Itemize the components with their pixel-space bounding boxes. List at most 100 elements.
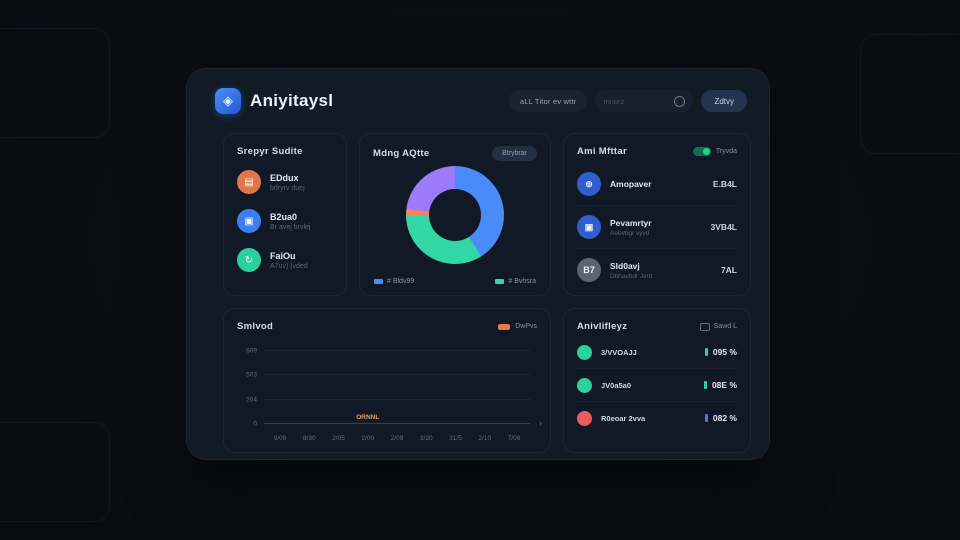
x-axis-tick: 8/30	[302, 435, 316, 442]
table-row[interactable]: 3/VVOAJJ 095 %	[577, 336, 737, 368]
trend-tick-icon	[704, 381, 707, 389]
source-label: EDdux	[270, 172, 299, 183]
status-dot	[577, 377, 592, 393]
y-axis-tick: 204	[246, 396, 257, 404]
donut-title: Mdng AQtte	[373, 148, 430, 159]
decor-outline	[0, 422, 110, 522]
monitor-label: Sld0avj	[610, 260, 640, 271]
filter-pill[interactable]: aLL Titor ev wttr	[508, 90, 588, 112]
bar-chart-title: Smlvod	[237, 321, 274, 332]
source-subtitle: brlryrv duej	[270, 184, 305, 192]
refresh-icon: ↻	[237, 248, 261, 272]
source-subtitle: A7uv) (vded	[270, 262, 308, 270]
source-label: B2ua0	[270, 211, 298, 222]
monitor-subtitle: Aebvbgr vyvd	[610, 229, 650, 237]
action-button[interactable]: Zdtvy	[701, 90, 747, 112]
source-subtitle: Br avej brvlej	[270, 223, 311, 231]
card-icon: ▤	[237, 170, 261, 194]
legend-label: DwPvs	[515, 323, 537, 330]
legend-item: # Bldv99	[374, 278, 414, 285]
gridline	[264, 398, 530, 400]
donut-panel: Mdng AQtte Btrybrar # Bldv99 # Bvhsra	[359, 133, 551, 296]
list-item[interactable]: ▤ EDdux brlryrv duej	[237, 170, 333, 194]
app-title: Aniyitaysl	[250, 91, 334, 110]
legend-item: # Bvhsra	[495, 278, 536, 285]
search-icon[interactable]	[674, 95, 686, 107]
x-axis-tick: 2/10	[478, 435, 492, 442]
bar-annotation: ORNNL	[356, 414, 380, 421]
legend-swatch	[374, 279, 383, 284]
monitor-value: 3VB4L	[710, 222, 737, 232]
stat-label: R0eoar 2vva	[601, 413, 646, 423]
gridline	[264, 374, 530, 376]
legend-swatch	[498, 323, 511, 330]
table-row[interactable]: B7 Sld0avj Dbhavbdr Jvrd 7AL	[577, 248, 737, 291]
table-row[interactable]: ▣ Pevamrtyr Aebvbgr vyvd 3VB4L	[577, 205, 737, 248]
stats-rows: 3/VVOAJJ 095 % JV0a5a0 08E % R0eoar 2vva…	[577, 336, 737, 434]
x-axis-tick: 7/06	[507, 435, 521, 442]
gridline	[264, 350, 530, 351]
stat-label: 3/VVOAJJ	[601, 347, 637, 357]
card-outline-icon	[699, 322, 710, 331]
decor-outline	[860, 34, 960, 154]
axis-arrow-icon: ›	[539, 418, 542, 428]
donut-wrap	[360, 166, 550, 264]
stats-title: Anivlifleyz	[577, 321, 628, 332]
sources-list: ▤ EDdux brlryrv duej ▣ B2ua0 Br avej brv…	[237, 170, 333, 272]
table-row[interactable]: ⊚ Amopaver E.B4L	[577, 163, 737, 205]
dashboard-card: ◈ Aniyitaysl aLL Titor ev wttr mnorz Zdt…	[186, 68, 770, 460]
monitor-rows: ⊚ Amopaver E.B4L ▣ Pevamrtyr Aebvbgr vyv…	[577, 163, 737, 291]
toggle-label: Tryvda	[715, 148, 737, 155]
stats-panel: Anivlifleyz Sawd L 3/VVOAJJ 095 % JV0a5a…	[563, 308, 751, 453]
x-axis-tick: 3/20	[419, 435, 433, 442]
lock-icon: ▣	[577, 215, 601, 239]
donut-legend: # Bldv99 # Bvhsra	[374, 278, 536, 285]
table-row[interactable]: R0eoar 2vva 082 %	[577, 401, 737, 434]
stat-label: JV0a5a0	[601, 380, 632, 390]
sources-panel: Srepyr Sudite ▤ EDdux brlryrv duej ▣ B2u…	[223, 133, 347, 296]
status-dot	[577, 344, 592, 360]
bar-chart-legend: DwPvs	[498, 323, 537, 330]
b7-badge-icon: B7	[577, 258, 601, 282]
list-item[interactable]: ▣ B2ua0 Br avej brvlej	[237, 209, 333, 233]
bar-plot: › 0 204 503 609 ORNNL	[246, 348, 542, 429]
search-input[interactable]: mnorz	[595, 90, 694, 112]
table-row[interactable]: JV0a5a0 08E %	[577, 368, 737, 401]
badge-label: Sawd L	[713, 323, 737, 330]
x-axis-tick: 2/00	[361, 435, 375, 442]
stats-badge[interactable]: Sawd L	[699, 322, 737, 331]
list-item[interactable]: ↻ FaiOu A7uv) (vded	[237, 248, 333, 272]
y-axis-tick: 609	[246, 347, 257, 355]
legend-label: # Bldv99	[387, 278, 415, 285]
stat-value: 08E %	[711, 380, 737, 390]
donut-chart[interactable]	[406, 166, 504, 264]
search-placeholder: mnorz	[603, 96, 625, 106]
monitor-value: 7AL	[720, 265, 737, 275]
bar-chart-panel: Smlvod DwPvs › 0 204 503 609 ORNNL 9/09 8/30 2…	[223, 308, 551, 453]
decor-outline	[0, 28, 110, 138]
monitor-panel: Ami Mfttar Tryvda ⊚ Amopaver E.B4L ▣ Pev…	[563, 133, 751, 296]
toggle-switch[interactable]	[692, 147, 711, 156]
bars: ORNNL	[264, 351, 530, 424]
legend-label: # Bvhsra	[508, 278, 536, 285]
x-axis-tick: 9/09	[273, 435, 287, 442]
header-controls: aLL Titor ev wttr mnorz Zdtvy	[508, 90, 747, 112]
brand: ◈ Aniyitaysl	[215, 88, 333, 114]
x-axis-tick: 31/5	[449, 435, 462, 442]
donut-panel-button[interactable]: Btrybrar	[492, 146, 537, 161]
monitor-title: Ami Mfttar	[577, 146, 627, 157]
sources-title: Srepyr Sudite	[237, 146, 303, 157]
stat-value: 082 %	[712, 413, 737, 423]
source-label: FaiOu	[270, 250, 296, 261]
gridline	[264, 423, 530, 424]
monitor-subtitle: Dbhavbdr Jvrd	[610, 272, 653, 280]
trend-tick-icon	[705, 414, 708, 422]
header: ◈ Aniyitaysl aLL Titor ev wttr mnorz Zdt…	[215, 87, 747, 115]
camera-icon: ⊚	[577, 172, 601, 196]
y-axis-tick: 503	[246, 371, 257, 379]
y-axis-tick: 0	[253, 420, 257, 428]
x-axis-tick: 2/05	[332, 435, 345, 442]
image-icon: ▣	[237, 209, 261, 233]
stat-value: 095 %	[712, 347, 737, 357]
x-axis-tick: 2/09	[390, 435, 404, 442]
